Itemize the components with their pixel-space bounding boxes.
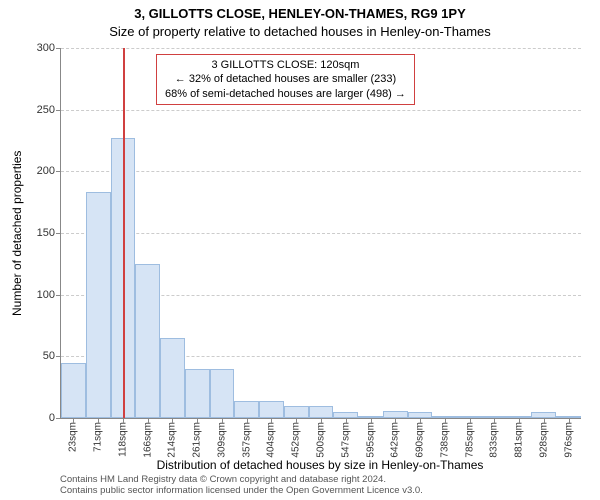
x-tick-mark xyxy=(271,418,272,423)
x-tick-label: 23sqm xyxy=(68,422,79,452)
x-tick-mark xyxy=(395,418,396,423)
x-axis-label: Distribution of detached houses by size … xyxy=(60,458,580,472)
x-tick-label: 214sqm xyxy=(167,422,178,458)
x-tick-mark xyxy=(569,418,570,423)
x-tick-label: 309sqm xyxy=(216,422,227,458)
x-tick-mark xyxy=(420,418,421,423)
y-tick-label: 100 xyxy=(37,289,55,301)
x-tick-label: 928sqm xyxy=(538,422,549,458)
histogram-bar xyxy=(383,411,408,418)
histogram-bar xyxy=(160,338,185,418)
y-tick-mark xyxy=(56,295,61,296)
chart-subtitle: Size of property relative to detached ho… xyxy=(0,24,600,39)
y-tick-mark xyxy=(56,233,61,234)
x-tick-label: 452sqm xyxy=(291,422,302,458)
info-line-smaller: ← 32% of detached houses are smaller (23… xyxy=(165,72,406,86)
x-tick-label: 738sqm xyxy=(439,422,450,458)
x-tick-mark xyxy=(172,418,173,423)
x-tick-mark xyxy=(445,418,446,423)
histogram-bar xyxy=(210,369,235,418)
x-tick-mark xyxy=(247,418,248,423)
x-tick-mark xyxy=(197,418,198,423)
footer-line2: Contains public sector information licen… xyxy=(60,485,580,496)
info-line-size: 3 GILLOTTS CLOSE: 120sqm xyxy=(165,58,406,72)
plot-area: 3 GILLOTTS CLOSE: 120sqm ← 32% of detach… xyxy=(60,48,581,419)
x-tick-label: 595sqm xyxy=(365,422,376,458)
histogram-chart: 3, GILLOTTS CLOSE, HENLEY-ON-THAMES, RG9… xyxy=(0,0,600,500)
y-tick-mark xyxy=(56,418,61,419)
x-tick-mark xyxy=(544,418,545,423)
histogram-bar xyxy=(185,369,210,418)
property-marker-line xyxy=(123,48,125,418)
x-tick-label: 881sqm xyxy=(514,422,525,458)
y-tick-mark xyxy=(56,110,61,111)
y-tick-label: 250 xyxy=(37,104,55,116)
histogram-bar xyxy=(309,406,334,418)
gridline xyxy=(61,171,581,172)
histogram-bar xyxy=(135,264,160,418)
histogram-bar xyxy=(234,401,259,418)
x-tick-mark xyxy=(346,418,347,423)
x-tick-mark xyxy=(123,418,124,423)
x-tick-label: 404sqm xyxy=(266,422,277,458)
gridline xyxy=(61,110,581,111)
info-line-larger: 68% of semi-detached houses are larger (… xyxy=(165,87,406,101)
chart-title-address: 3, GILLOTTS CLOSE, HENLEY-ON-THAMES, RG9… xyxy=(0,6,600,21)
marker-info-box: 3 GILLOTTS CLOSE: 120sqm ← 32% of detach… xyxy=(156,54,415,105)
x-tick-label: 690sqm xyxy=(415,422,426,458)
y-axis-label: Number of detached properties xyxy=(10,48,24,418)
gridline xyxy=(61,48,581,49)
x-tick-label: 785sqm xyxy=(464,422,475,458)
histogram-bar xyxy=(259,401,284,418)
x-tick-mark xyxy=(73,418,74,423)
x-tick-mark xyxy=(148,418,149,423)
x-tick-mark xyxy=(494,418,495,423)
x-tick-mark xyxy=(296,418,297,423)
y-tick-mark xyxy=(56,48,61,49)
x-tick-label: 976sqm xyxy=(563,422,574,458)
x-tick-label: 547sqm xyxy=(340,422,351,458)
x-tick-mark xyxy=(470,418,471,423)
x-tick-mark xyxy=(98,418,99,423)
histogram-bar xyxy=(61,363,86,419)
x-tick-label: 71sqm xyxy=(93,422,104,452)
footer-line1: Contains HM Land Registry data © Crown c… xyxy=(60,474,580,485)
x-tick-mark xyxy=(519,418,520,423)
x-tick-label: 166sqm xyxy=(142,422,153,458)
x-tick-label: 642sqm xyxy=(390,422,401,458)
histogram-bar xyxy=(284,406,309,418)
gridline xyxy=(61,233,581,234)
y-tick-mark xyxy=(56,171,61,172)
y-tick-label: 200 xyxy=(37,165,55,177)
x-tick-label: 261sqm xyxy=(192,422,203,458)
y-tick-label: 0 xyxy=(49,412,55,424)
x-tick-label: 500sqm xyxy=(316,422,327,458)
y-tick-mark xyxy=(56,356,61,357)
footer-attribution: Contains HM Land Registry data © Crown c… xyxy=(60,474,580,497)
x-tick-label: 118sqm xyxy=(117,422,128,457)
x-tick-label: 357sqm xyxy=(241,422,252,458)
y-tick-label: 50 xyxy=(43,350,55,362)
x-tick-mark xyxy=(222,418,223,423)
y-tick-label: 300 xyxy=(37,42,55,54)
histogram-bar xyxy=(86,192,111,418)
x-tick-mark xyxy=(321,418,322,423)
x-tick-label: 833sqm xyxy=(489,422,500,458)
x-tick-mark xyxy=(371,418,372,423)
y-tick-label: 150 xyxy=(37,227,55,239)
